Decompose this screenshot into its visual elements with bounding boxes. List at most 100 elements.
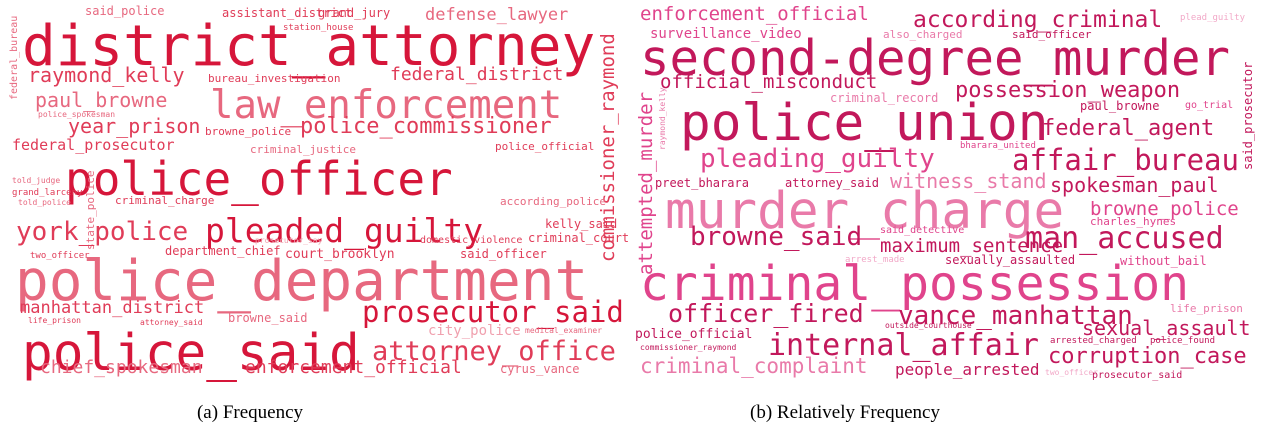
- word: law_enforcement: [210, 83, 562, 128]
- word: said_officer: [460, 247, 547, 261]
- word: court_brooklyn: [285, 247, 395, 262]
- word: arrest_made: [845, 255, 905, 265]
- word: federal_prosecutor: [12, 136, 175, 154]
- word: witness_stand: [890, 169, 1047, 193]
- word: paul_browne: [1080, 99, 1159, 113]
- word: federal_bureau: [9, 16, 20, 100]
- word: told_judge: [12, 176, 60, 185]
- word: people_arrested: [895, 360, 1040, 379]
- word: attorney_office: [372, 336, 616, 367]
- word: criminal_charge: [115, 194, 214, 207]
- word: attempted_murder: [635, 92, 657, 275]
- word: police_spokesman: [38, 110, 115, 119]
- word: said_police: [85, 4, 164, 18]
- word: spokesman_paul: [1050, 173, 1219, 197]
- word: official_misconduct: [660, 71, 877, 93]
- word: plead_guilty: [1180, 13, 1246, 23]
- word: bureau_investigation: [208, 72, 340, 85]
- word: prosecutor_say: [255, 236, 323, 245]
- word: attorney_said: [785, 176, 879, 190]
- word: police_officer: [65, 152, 453, 206]
- word: federal_agent: [1042, 116, 1214, 141]
- word: enforcement_official: [245, 357, 462, 378]
- caption: (a) Frequency: [197, 402, 304, 423]
- caption: (b) Relatively Frequency: [750, 402, 940, 423]
- word: arrested_charged: [1050, 336, 1137, 346]
- word: city_police: [428, 323, 521, 339]
- word: vance_manhattan: [898, 301, 1133, 331]
- word: enforcement_official: [640, 3, 869, 25]
- word: station_house: [283, 23, 353, 33]
- word: prosecutor_said: [1092, 370, 1182, 381]
- word: without_bail: [1120, 254, 1207, 268]
- word: domestic_violence: [420, 235, 522, 246]
- word: chief_spokesman: [40, 357, 203, 378]
- word: bharara_united: [960, 141, 1036, 151]
- word: corruption_case: [1048, 344, 1247, 369]
- word: commissioner_raymond: [597, 33, 619, 262]
- word: federal_district: [390, 64, 563, 85]
- word: criminal_possession: [640, 256, 1189, 312]
- word: officer_fired: [668, 299, 864, 328]
- word: kelly_said: [545, 217, 617, 231]
- word: police_commissioner: [300, 114, 552, 139]
- word: surveillance_video: [650, 26, 802, 42]
- word: raymond_kelly: [658, 87, 667, 150]
- word: said_detective: [880, 225, 964, 236]
- word: murder_charge: [665, 182, 1064, 241]
- word: possession_weapon: [955, 78, 1180, 103]
- word: manhattan_district: [20, 298, 204, 318]
- word: police_department: [15, 249, 588, 314]
- word: police_union: [680, 94, 1048, 153]
- word: two_officer: [1045, 368, 1098, 377]
- word: attorney_said: [140, 318, 203, 327]
- word: charles_hynes: [1090, 215, 1176, 228]
- word: told_police: [18, 198, 71, 207]
- word: said_prosecutor: [1241, 62, 1255, 170]
- word: york_police: [16, 217, 188, 247]
- word: medical_examiner: [525, 326, 602, 335]
- word: browne_police: [205, 125, 291, 138]
- word: preet_bharara: [655, 176, 749, 190]
- word: man_accused: [1025, 221, 1224, 256]
- word: internal_affair: [768, 328, 1039, 363]
- word: also_charged: [883, 28, 962, 41]
- word: district_attorney: [22, 14, 595, 79]
- word: said_officer: [1012, 28, 1092, 41]
- word: life_prison: [1170, 302, 1243, 315]
- word: police_official: [495, 140, 594, 153]
- word: state_police: [84, 171, 97, 250]
- word: criminal_court: [528, 231, 629, 245]
- word: criminal_justice: [250, 143, 356, 156]
- word: cyrus_vance: [500, 362, 579, 376]
- word: two_officer: [30, 251, 90, 261]
- word: affair_bureau: [1012, 143, 1239, 178]
- word: maximum_sentence: [880, 235, 1063, 257]
- word: year_prison: [68, 114, 200, 138]
- word: second-degree_murder: [640, 30, 1230, 87]
- word: prosecutor_said: [362, 295, 624, 330]
- word: commissioner_raymond: [640, 343, 737, 352]
- word: life_prison: [28, 316, 81, 325]
- word: outside_courthouse: [885, 321, 972, 330]
- word: raymond_kelly: [28, 63, 185, 87]
- word: grand_jury: [318, 6, 390, 20]
- word: assistant_district: [222, 6, 352, 20]
- word: go_trial: [1185, 100, 1233, 111]
- word: browne_said: [228, 311, 307, 325]
- word: criminal_record: [830, 91, 938, 105]
- word-cloud-b: enforcement_official according_criminal pl…: [635, 3, 1255, 381]
- word: police_said: [22, 324, 360, 383]
- word: police_found: [1150, 336, 1215, 346]
- word: criminal_complaint: [640, 354, 868, 378]
- word: pleaded_guilty: [205, 211, 483, 251]
- word: sexual_assault: [1082, 316, 1251, 340]
- word: grand_larceny: [12, 188, 83, 198]
- word: sexually_assaulted: [945, 253, 1075, 267]
- word: according_police: [500, 195, 606, 208]
- word: department_chief: [165, 244, 281, 258]
- word: browne_said: [690, 222, 862, 252]
- word: browne_police: [1090, 198, 1239, 220]
